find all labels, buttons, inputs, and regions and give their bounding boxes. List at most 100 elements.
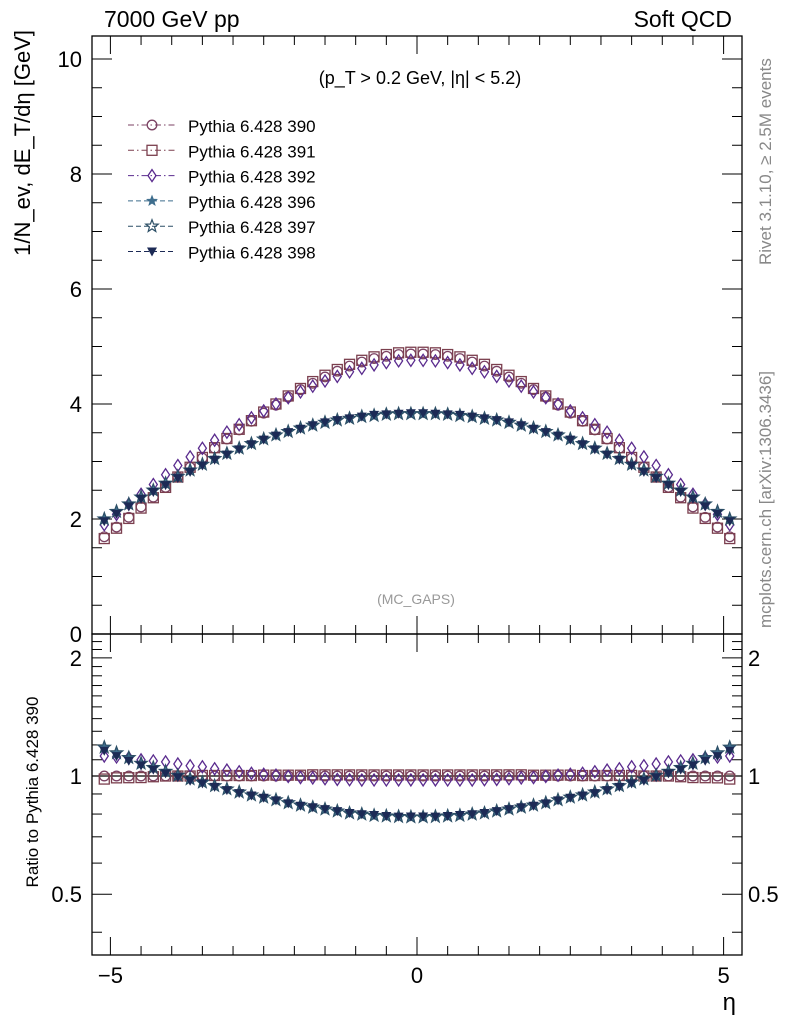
data-point	[467, 412, 478, 422]
data-point	[466, 354, 478, 366]
ratio-point	[221, 769, 233, 782]
data-point	[343, 358, 356, 370]
ratio-point	[368, 769, 380, 781]
ratio-point	[295, 801, 306, 811]
ratio-point	[307, 803, 318, 813]
data-point	[429, 347, 442, 359]
ratio-point	[430, 772, 441, 788]
ratio-point	[369, 772, 379, 788]
legend-label: Pythia 6.428 392	[188, 168, 316, 187]
ratio-point	[283, 769, 294, 784]
ratio-point	[589, 769, 601, 782]
data-point	[258, 435, 269, 445]
ratio-point	[332, 807, 343, 817]
data-point	[209, 433, 220, 448]
ratio-point	[344, 809, 355, 819]
ratio-point	[136, 761, 147, 771]
ratio-point	[639, 758, 649, 773]
data-point	[651, 474, 662, 484]
data-point	[99, 517, 110, 527]
data-point	[356, 354, 368, 366]
data-point	[724, 517, 735, 527]
data-point	[491, 416, 502, 426]
data-point	[626, 441, 637, 456]
data-point	[589, 423, 601, 435]
data-point	[283, 428, 294, 438]
data-point	[614, 455, 625, 465]
data-point	[185, 467, 196, 477]
data-point	[357, 361, 367, 376]
data-point	[246, 410, 257, 425]
data-point	[430, 353, 441, 369]
data-point	[442, 348, 454, 361]
data-point	[454, 410, 465, 420]
ratio-point	[614, 782, 625, 792]
data-point	[185, 449, 195, 465]
data-point	[455, 357, 465, 373]
x-tick-label: 0	[411, 963, 423, 988]
ratio-point	[467, 810, 478, 820]
ratio-point	[245, 769, 258, 782]
legend-label: Pythia 6.428 396	[188, 193, 316, 212]
data-point	[380, 348, 392, 361]
data-point	[724, 532, 736, 545]
ratio-point	[602, 786, 613, 796]
ratio-point	[516, 803, 527, 813]
ratio-point	[626, 759, 637, 774]
data-point	[516, 421, 527, 431]
data-point	[602, 425, 612, 440]
y-tick-label: 2	[70, 507, 82, 532]
data-point	[454, 351, 466, 363]
series-pythia-6-428-390-points	[98, 348, 736, 543]
chart-title: (p_T > 0.2 GeV, |η| < 5.2)	[319, 68, 521, 89]
ratio-point	[638, 776, 649, 786]
ratio-point	[393, 812, 404, 822]
legend-marker	[146, 144, 158, 156]
ratio-point	[491, 772, 502, 787]
data-point	[283, 390, 294, 405]
data-point	[527, 382, 540, 395]
ratio-point	[711, 772, 724, 784]
ratio-point	[380, 769, 392, 781]
data-point	[626, 461, 637, 471]
data-point	[478, 358, 491, 370]
data-point	[589, 445, 600, 455]
data-point	[307, 421, 318, 431]
data-point	[392, 347, 405, 359]
data-point	[430, 409, 441, 419]
data-point	[576, 415, 589, 427]
ratio-point	[320, 771, 330, 786]
data-point	[332, 416, 343, 426]
ratio-point	[553, 767, 563, 783]
ratio-point	[577, 766, 588, 781]
ratio-point	[491, 769, 503, 781]
y-tick-label: 4	[70, 392, 82, 417]
ratio-point	[307, 770, 318, 786]
ratio-plot-frame	[91, 633, 743, 956]
ratio-point	[614, 761, 625, 776]
ratio-point	[516, 770, 527, 786]
data-point	[295, 424, 306, 434]
legend-marker	[147, 247, 157, 257]
data-point	[271, 396, 281, 412]
data-point	[222, 425, 232, 440]
data-point	[369, 410, 380, 420]
ratio-point	[344, 772, 355, 787]
data-point	[577, 440, 588, 450]
ratio-point	[589, 789, 600, 799]
ratio-point	[454, 811, 465, 821]
data-point	[221, 432, 233, 445]
ratio-point	[442, 812, 453, 822]
ratio-point	[110, 772, 123, 784]
ratio-point	[392, 769, 405, 781]
data-point	[172, 474, 183, 484]
data-point	[504, 373, 514, 389]
ratio-point	[724, 748, 735, 764]
data-point	[246, 440, 257, 450]
ratio-y-tick-label-right: 0.5	[748, 882, 779, 907]
data-point	[307, 375, 319, 388]
ratio-point	[454, 769, 466, 781]
ratio-point	[626, 779, 637, 789]
data-point	[639, 449, 649, 465]
